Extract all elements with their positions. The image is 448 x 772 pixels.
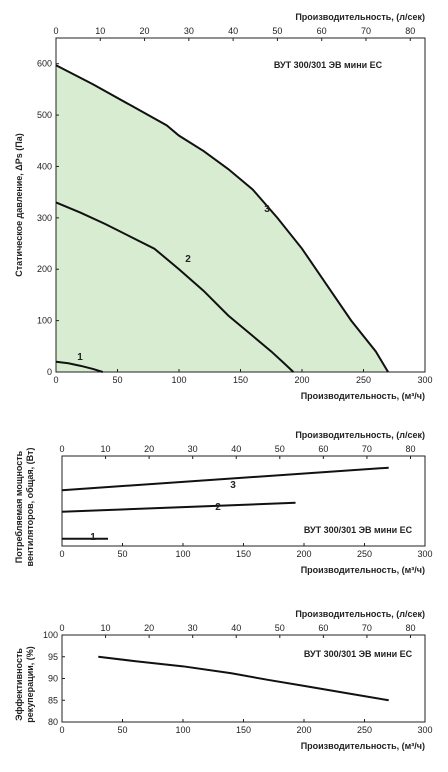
y-tick-label: 80 xyxy=(48,717,58,727)
x-tick-label: 0 xyxy=(59,725,64,735)
y-tick-label: 90 xyxy=(48,674,58,684)
series-line-3 xyxy=(55,64,389,373)
x-tick-label: 150 xyxy=(236,549,251,559)
x-tick-label: 0 xyxy=(59,549,64,559)
y-tick-label: 100 xyxy=(43,630,58,640)
series-label-1: 1 xyxy=(90,532,96,543)
chart-panel-2: 0 50 100 150 200 250 300 0 10 20 30 40 50 60 70 80 Произ… xyxy=(14,430,433,575)
x2-tick-label: 20 xyxy=(144,444,154,454)
x2-tick-label: 0 xyxy=(59,623,64,633)
x-tick-label: 150 xyxy=(233,375,248,385)
x2-tick-label: 80 xyxy=(405,623,415,633)
y-axis-title-line1: Потребляемая мощность xyxy=(14,450,24,563)
x2-tick-label: 70 xyxy=(362,623,372,633)
x-tick-label: 50 xyxy=(117,725,127,735)
y-tick-label: 0 xyxy=(47,367,52,377)
x2-tick-label: 20 xyxy=(144,623,154,633)
x-tick-label: 250 xyxy=(356,375,371,385)
chart-panel-1: 0 50 100 150 200 250 300 0 10 20 30 40 50 60 70 80 0 100 2… xyxy=(14,12,433,401)
x2-tick-label: 50 xyxy=(275,623,285,633)
y-tick-label: 85 xyxy=(48,695,58,705)
x2-tick-label: 70 xyxy=(362,444,372,454)
y-axis-title-line2: вентиляторов, общая, (Вт) xyxy=(25,448,35,567)
y-axis-title-line2: рекуперации, (%) xyxy=(25,646,35,723)
title-box xyxy=(246,55,410,73)
series-label-2: 2 xyxy=(185,254,191,265)
x-tick-label: 300 xyxy=(417,549,432,559)
x-tick-label: 100 xyxy=(175,549,190,559)
x-axis-title: Производительность, (м³/ч) xyxy=(301,391,425,401)
chart-title: ВУТ 300/301 ЭВ мини ЕС xyxy=(304,525,413,535)
title-box xyxy=(294,522,422,538)
x-tick-label: 200 xyxy=(296,549,311,559)
x-tick-label: 250 xyxy=(357,725,372,735)
x2-tick-label: 30 xyxy=(188,623,198,633)
series-line-3 xyxy=(61,466,389,492)
y-tick-label: 500 xyxy=(37,110,52,120)
x2-tick-label: 10 xyxy=(101,444,111,454)
x-axis-title: Производительность, (м³/ч) xyxy=(301,565,425,575)
x-axis-title: Производительность, (м³/ч) xyxy=(301,741,425,751)
x-tick-label: 300 xyxy=(417,725,432,735)
x2-tick-label: 60 xyxy=(317,26,327,36)
x2-tick-label: 80 xyxy=(405,26,415,36)
x2-tick-label: 30 xyxy=(184,26,194,36)
y-tick-label: 600 xyxy=(37,59,52,69)
series-line-1 xyxy=(55,360,104,373)
x-tick-label: 200 xyxy=(294,375,309,385)
y-axis-title-line1: Эффективность xyxy=(14,648,24,721)
series-label-1: 1 xyxy=(77,352,83,363)
x-tick-label: 50 xyxy=(112,375,122,385)
x2-axis-title: Производительность, (л/сек) xyxy=(295,12,425,22)
x2-tick-label: 40 xyxy=(231,444,241,454)
x-tick-label: 100 xyxy=(175,725,190,735)
x2-tick-label: 0 xyxy=(59,444,64,454)
series-label-3: 3 xyxy=(230,480,236,491)
chart-title: ВУТ 300/301 ЭВ мини ЕС xyxy=(274,60,383,70)
y-tick-label: 300 xyxy=(37,213,52,223)
x2-tick-label: 40 xyxy=(231,623,241,633)
x-tick-label: 250 xyxy=(357,549,372,559)
y-tick-label: 200 xyxy=(37,264,52,274)
x-tick-label: 100 xyxy=(171,375,186,385)
x2-tick-label: 50 xyxy=(275,444,285,454)
series-label-3: 3 xyxy=(264,204,270,215)
x2-tick-label: 0 xyxy=(53,26,58,36)
x2-tick-label: 50 xyxy=(272,26,282,36)
x2-tick-label: 40 xyxy=(228,26,238,36)
y-tick-label: 100 xyxy=(37,316,52,326)
x2-tick-label: 10 xyxy=(101,623,111,633)
operating-area xyxy=(56,65,389,372)
x-tick-label: 0 xyxy=(53,375,58,385)
series-line-efficiency xyxy=(98,655,389,702)
x2-tick-label: 60 xyxy=(318,444,328,454)
x2-tick-label: 70 xyxy=(361,26,371,36)
x2-tick-label: 30 xyxy=(188,444,198,454)
series-line-2 xyxy=(61,501,296,513)
series-label-2: 2 xyxy=(215,502,221,513)
y-axis-title: Статическое давление, ΔPs (Па) xyxy=(14,133,24,277)
x-tick-label: 300 xyxy=(417,375,432,385)
title-box xyxy=(294,646,422,662)
x-tick-label: 50 xyxy=(117,549,127,559)
y-tick-label: 95 xyxy=(48,652,58,662)
chart-panel-3: 0 50 100 150 200 250 300 0 10 20 30 40 50 60 70 80 80 85 9… xyxy=(14,609,433,751)
y-tick-label: 400 xyxy=(37,161,52,171)
x2-axis-title: Производительность, (л/сек) xyxy=(295,609,425,619)
x-tick-label: 200 xyxy=(296,725,311,735)
series-line-2 xyxy=(55,201,295,373)
x2-axis-title: Производительность, (л/сек) xyxy=(295,430,425,440)
x2-tick-label: 80 xyxy=(405,444,415,454)
x2-tick-label: 10 xyxy=(95,26,105,36)
chart-title: ВУТ 300/301 ЭВ мини ЕС xyxy=(304,649,413,659)
x2-tick-label: 60 xyxy=(318,623,328,633)
x2-tick-label: 20 xyxy=(140,26,150,36)
x-tick-label: 150 xyxy=(236,725,251,735)
